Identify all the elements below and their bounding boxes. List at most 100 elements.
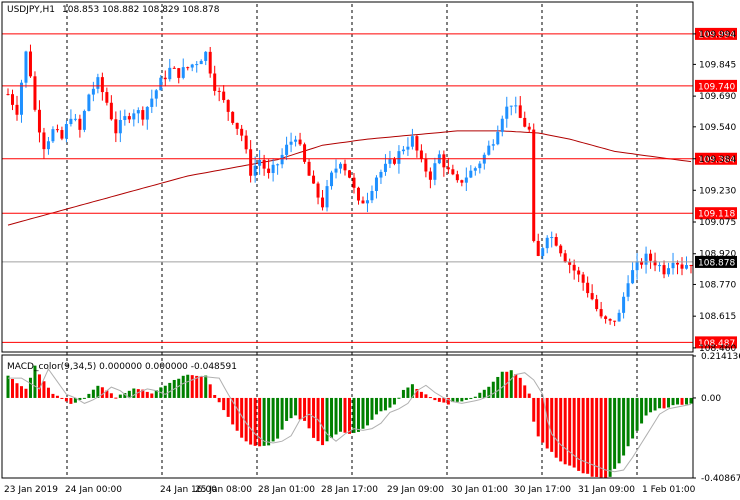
candle-body: [451, 169, 455, 175]
macd-bar: [343, 397, 347, 433]
candle-body: [572, 264, 576, 271]
candle-body: [199, 60, 203, 65]
macd-bar: [473, 396, 477, 398]
candle-body: [15, 104, 19, 115]
candle-body: [604, 316, 608, 319]
macd-bar: [604, 397, 608, 479]
macd-bar: [365, 397, 369, 426]
macd-tick-label-1: 0.00: [701, 394, 721, 404]
macd-bar: [28, 377, 32, 398]
candle-body: [478, 163, 482, 169]
macd-bar: [82, 397, 86, 399]
candle-body: [473, 168, 477, 171]
macd-bar: [559, 397, 563, 462]
candle-body: [397, 151, 401, 164]
candle-body: [249, 149, 253, 176]
candle-body: [685, 265, 689, 269]
macd-bar: [370, 397, 374, 420]
macd-bar: [24, 388, 28, 398]
candle-body: [442, 154, 446, 168]
macd-bar: [352, 397, 356, 433]
macd-bar: [482, 389, 486, 398]
macd-bar: [186, 374, 190, 398]
candle-body: [631, 270, 635, 284]
candle-body: [105, 92, 109, 103]
last-price-label-bg: [695, 255, 737, 268]
candle-body: [69, 118, 73, 125]
candle-body: [271, 164, 275, 174]
macd-bar: [631, 397, 635, 439]
candle-body: [383, 163, 387, 172]
candle-body: [82, 110, 86, 130]
candle-body: [100, 77, 104, 93]
macd-bar: [536, 397, 540, 437]
level-label-1: 109.740: [698, 82, 735, 92]
candle-body: [559, 245, 563, 254]
macd-bar: [469, 397, 473, 399]
horizontal-level-lines[interactable]: 109.994 109.740 109.384 109.118 108.487 108.8…: [2, 27, 737, 349]
macd-bar: [667, 397, 671, 408]
macd-bar: [73, 397, 77, 403]
candle-body: [622, 296, 626, 313]
candle-body: [190, 64, 194, 68]
macd-tick-label-0: 0.214136: [701, 352, 740, 362]
candle-body: [361, 200, 365, 204]
macd-bar: [109, 393, 113, 398]
macd-bar: [568, 397, 572, 466]
candle-body: [276, 164, 280, 166]
macd-bar: [680, 397, 684, 405]
macd-bar: [613, 397, 617, 469]
macd-bar: [518, 377, 522, 398]
macd-indicator-label: MACD_color(9,34,5) 0.000000 0.000000 -0.…: [7, 362, 237, 372]
macd-bar: [262, 397, 266, 446]
candle-body: [91, 88, 95, 95]
candle-body: [577, 270, 581, 275]
candle-body: [60, 130, 64, 139]
macd-bar: [150, 393, 154, 398]
candle-body: [262, 160, 266, 169]
macd-bar: [653, 397, 657, 411]
macd-bar: [379, 397, 383, 412]
time-label-0: 23 Jan 2019: [4, 485, 58, 495]
candle-body: [581, 274, 585, 283]
macd-bar: [303, 397, 307, 421]
macd-bar: [348, 397, 351, 434]
candle-body: [321, 197, 325, 208]
macd-bar: [500, 371, 504, 398]
macd-bar: [527, 393, 531, 398]
price-axis: 109.994 109.845 109.690 109.540 109.384 109.2…: [693, 30, 740, 484]
candle-body: [428, 171, 432, 180]
macd-bar: [123, 393, 127, 398]
candle-body: [285, 144, 289, 155]
macd-bar: [662, 397, 666, 409]
macd-bar: [190, 375, 194, 398]
macd-bar: [374, 397, 378, 415]
macd-bar: [132, 388, 136, 398]
macd-bar: [406, 387, 410, 398]
macd-bar: [689, 397, 693, 404]
candle-body: [150, 98, 154, 107]
candle-body: [415, 136, 419, 151]
macd-bar: [136, 389, 140, 398]
candle-body: [640, 261, 644, 265]
candle-body: [545, 237, 549, 249]
candle-body: [595, 299, 599, 310]
candle-body: [294, 139, 298, 142]
macd-bar: [550, 397, 554, 452]
candle-body: [181, 67, 185, 78]
candle-body: [303, 144, 307, 162]
level-label-3: 109.118: [698, 210, 735, 220]
price-tick-label-1: 109.845: [699, 60, 736, 70]
macd-bar: [617, 397, 621, 464]
candle-body: [644, 253, 648, 265]
candle-body: [195, 64, 199, 66]
candle-body: [298, 139, 302, 145]
macd-bar: [460, 397, 464, 402]
macd-bar: [118, 394, 122, 398]
candle-body: [599, 309, 603, 317]
macd-bar: [563, 397, 567, 465]
candle-body: [141, 110, 145, 120]
candle-body: [289, 141, 293, 145]
